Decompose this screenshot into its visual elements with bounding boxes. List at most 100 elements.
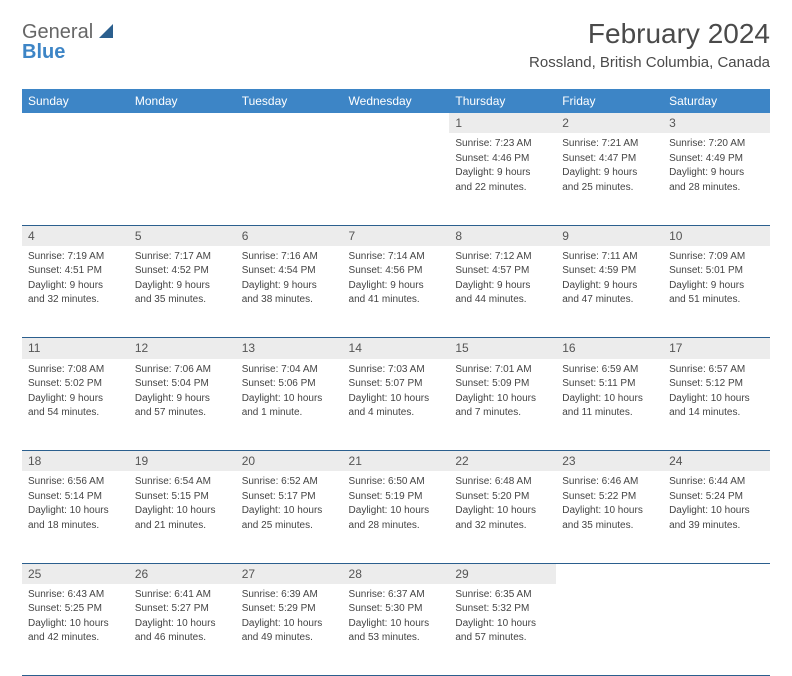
sunrise-line: Sunrise: 7:01 AM [455, 363, 550, 377]
day-number-cell: 5 [129, 225, 236, 246]
weekday-header-row: SundayMondayTuesdayWednesdayThursdayFrid… [22, 89, 770, 113]
sunrise-line: Sunrise: 6:57 AM [669, 363, 764, 377]
daynum-row: 18192021222324 [22, 451, 770, 472]
daylight-line: Daylight: 10 hours [455, 504, 550, 518]
day-content-cell: Sunrise: 6:50 AMSunset: 5:19 PMDaylight:… [343, 471, 450, 563]
day-content-cell: Sunrise: 7:21 AMSunset: 4:47 PMDaylight:… [556, 133, 663, 225]
weekday-header: Tuesday [236, 89, 343, 113]
sunset-line: Sunset: 5:29 PM [242, 602, 337, 616]
logo: General Blue [22, 18, 113, 62]
day-number-cell: 22 [449, 451, 556, 472]
day-number-cell: 24 [663, 451, 770, 472]
sunset-line: Sunset: 5:04 PM [135, 377, 230, 391]
sunrise-line: Sunrise: 7:14 AM [349, 250, 444, 264]
daylight-line: Daylight: 10 hours [28, 504, 123, 518]
sunset-line: Sunset: 4:46 PM [455, 152, 550, 166]
day-content-cell: Sunrise: 6:59 AMSunset: 5:11 PMDaylight:… [556, 359, 663, 451]
daynum-row: 45678910 [22, 225, 770, 246]
sunset-line: Sunset: 5:07 PM [349, 377, 444, 391]
sunrise-line: Sunrise: 7:11 AM [562, 250, 657, 264]
day-content-cell: Sunrise: 6:41 AMSunset: 5:27 PMDaylight:… [129, 584, 236, 676]
sunrise-line: Sunrise: 6:37 AM [349, 588, 444, 602]
daylight-line: and 54 minutes. [28, 406, 123, 420]
day-number-cell: 23 [556, 451, 663, 472]
day-number-cell: 3 [663, 113, 770, 133]
sunset-line: Sunset: 5:27 PM [135, 602, 230, 616]
day-number-cell: 10 [663, 225, 770, 246]
week-row: Sunrise: 7:23 AMSunset: 4:46 PM Daylight:… [22, 133, 770, 225]
sunrise-line: Sunrise: 6:46 AM [562, 475, 657, 489]
day-content-cell: Sunrise: 7:06 AMSunset: 5:04 PMDaylight:… [129, 359, 236, 451]
sunset-line: Sunset: 5:32 PM [455, 602, 550, 616]
daynum-row: 2526272829 [22, 563, 770, 584]
day-number-cell [129, 113, 236, 133]
sunset-line: Sunset: 4:49 PM [669, 152, 764, 166]
daylight-line: and 44 minutes. [455, 293, 550, 307]
day-content-cell [129, 133, 236, 225]
week-row: Sunrise: 6:43 AMSunset: 5:25 PMDaylight:… [22, 584, 770, 676]
sunset-line: Sunset: 5:09 PM [455, 377, 550, 391]
sunrise-line: Sunrise: 7:23 AM [455, 137, 550, 151]
day-number-cell: 8 [449, 225, 556, 246]
sunset-line: Sunset: 4:59 PM [562, 264, 657, 278]
day-number-cell: 17 [663, 338, 770, 359]
day-content-cell [236, 133, 343, 225]
day-number-cell [236, 113, 343, 133]
day-number-cell: 15 [449, 338, 556, 359]
day-number-cell: 14 [343, 338, 450, 359]
daylight-line: Daylight: 10 hours [349, 617, 444, 631]
logo-text: General Blue [22, 22, 113, 62]
sunrise-line: Sunrise: 6:50 AM [349, 475, 444, 489]
daylight-line: and 21 minutes. [135, 519, 230, 533]
day-content-cell [343, 133, 450, 225]
sunset-line: Sunset: 4:57 PM [455, 264, 550, 278]
day-content-cell: Sunrise: 7:23 AMSunset: 4:46 PMDaylight:… [449, 133, 556, 225]
sunset-line: Sunset: 5:12 PM [669, 377, 764, 391]
daylight-line: and 53 minutes. [349, 631, 444, 645]
sunset-line: Sunset: 4:47 PM [562, 152, 657, 166]
weekday-header: Wednesday [343, 89, 450, 113]
daylight-line: Daylight: 9 hours [562, 166, 657, 180]
day-content-cell: Sunrise: 6:35 AMSunset: 5:32 PMDaylight:… [449, 584, 556, 676]
daylight-line: Daylight: 9 hours [669, 279, 764, 293]
sunset-line: Sunset: 5:25 PM [28, 602, 123, 616]
sunset-line: Sunset: 4:51 PM [28, 264, 123, 278]
weekday-header: Sunday [22, 89, 129, 113]
daylight-line: and 22 minutes. [455, 181, 550, 195]
day-number-cell: 16 [556, 338, 663, 359]
daylight-line: Daylight: 10 hours [669, 504, 764, 518]
sunrise-line: Sunrise: 6:59 AM [562, 363, 657, 377]
day-content-cell: Sunrise: 6:37 AMSunset: 5:30 PMDaylight:… [343, 584, 450, 676]
daylight-line: Daylight: 10 hours [455, 392, 550, 406]
daylight-line: and 35 minutes. [562, 519, 657, 533]
daylight-line: Daylight: 10 hours [349, 504, 444, 518]
day-number-cell: 29 [449, 563, 556, 584]
sunrise-line: Sunrise: 7:04 AM [242, 363, 337, 377]
day-content-cell: Sunrise: 6:39 AMSunset: 5:29 PMDaylight:… [236, 584, 343, 676]
day-content-cell: Sunrise: 6:52 AMSunset: 5:17 PMDaylight:… [236, 471, 343, 563]
day-content-cell [22, 133, 129, 225]
sunrise-line: Sunrise: 6:56 AM [28, 475, 123, 489]
day-number-cell: 18 [22, 451, 129, 472]
daylight-line: and 57 minutes. [455, 631, 550, 645]
daylight-line: Daylight: 10 hours [349, 392, 444, 406]
day-content-cell: Sunrise: 6:46 AMSunset: 5:22 PMDaylight:… [556, 471, 663, 563]
daylight-line: Daylight: 10 hours [242, 617, 337, 631]
sunrise-line: Sunrise: 7:17 AM [135, 250, 230, 264]
daylight-line: and 11 minutes. [562, 406, 657, 420]
day-content-cell: Sunrise: 6:43 AMSunset: 5:25 PMDaylight:… [22, 584, 129, 676]
day-number-cell: 6 [236, 225, 343, 246]
daynum-row: 123 [22, 113, 770, 133]
day-content-cell: Sunrise: 7:14 AMSunset: 4:56 PMDaylight:… [343, 246, 450, 338]
logo-triangle-icon [99, 24, 113, 38]
daylight-line: and 25 minutes. [242, 519, 337, 533]
sunset-line: Sunset: 4:52 PM [135, 264, 230, 278]
week-row: Sunrise: 7:19 AMSunset: 4:51 PMDaylight:… [22, 246, 770, 338]
week-row: Sunrise: 6:56 AMSunset: 5:14 PMDaylight:… [22, 471, 770, 563]
sunset-line: Sunset: 5:30 PM [349, 602, 444, 616]
sunset-line: Sunset: 4:56 PM [349, 264, 444, 278]
sunrise-line: Sunrise: 7:03 AM [349, 363, 444, 377]
sunset-line: Sunset: 5:02 PM [28, 377, 123, 391]
daylight-line: and 35 minutes. [135, 293, 230, 307]
weekday-header: Saturday [663, 89, 770, 113]
